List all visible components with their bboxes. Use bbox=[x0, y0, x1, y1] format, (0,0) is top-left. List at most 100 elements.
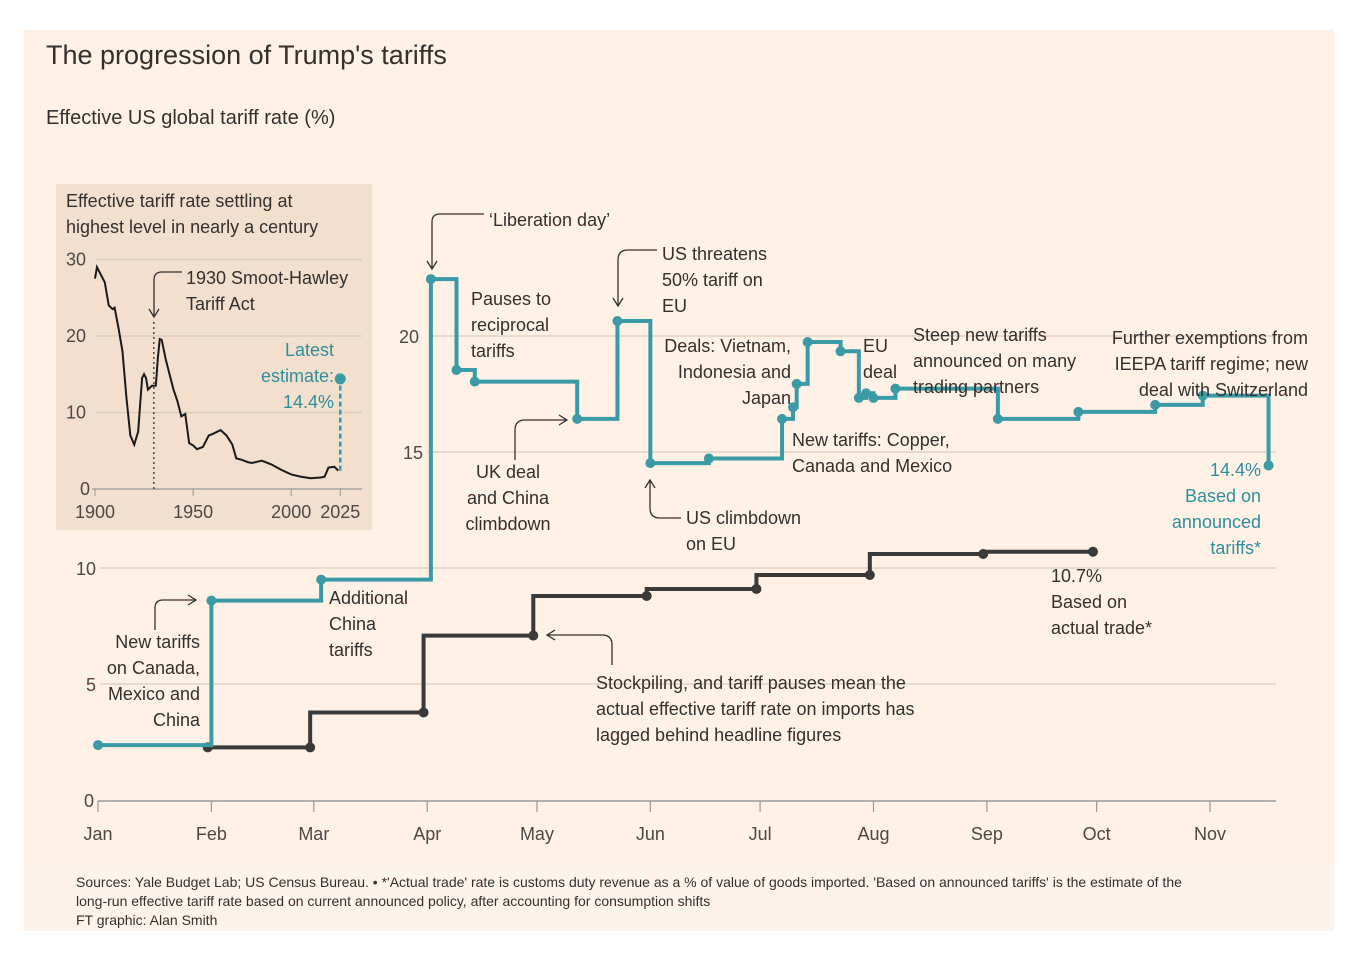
annotation-new-tariffs-canada: China bbox=[153, 710, 201, 730]
arrow-icon bbox=[545, 629, 613, 665]
annotation-pauses: reciprocal bbox=[471, 315, 549, 335]
data-point-announced bbox=[316, 574, 327, 585]
data-point-actual bbox=[1087, 546, 1098, 557]
annotation-steep: announced on many bbox=[913, 351, 1076, 371]
y-tick-label: 15 bbox=[403, 443, 423, 463]
annotation-additional-china: China bbox=[329, 614, 377, 634]
annotation-announced-label: Based on bbox=[1185, 486, 1261, 506]
data-point-announced bbox=[451, 364, 462, 375]
footer: Sources: Yale Budget Lab; US Census Bure… bbox=[76, 874, 1182, 928]
x-tick-label: Mar bbox=[298, 824, 329, 844]
annotation-stockpiling: Stockpiling, and tariff pauses mean the bbox=[596, 673, 906, 693]
annotation-further: Further exemptions from bbox=[1112, 328, 1308, 348]
x-tick-label: Oct bbox=[1083, 824, 1111, 844]
inset-y-tick-label: 20 bbox=[66, 326, 86, 346]
y-tick-label: 5 bbox=[86, 675, 96, 695]
footer-sources: Sources: Yale Budget Lab; US Census Bure… bbox=[76, 874, 1182, 890]
annotation-arrows bbox=[154, 213, 681, 665]
data-point-announced bbox=[853, 392, 864, 403]
data-point-actual bbox=[418, 707, 429, 718]
data-point-announced bbox=[1073, 406, 1084, 417]
annotation-actual-label: actual trade* bbox=[1051, 618, 1152, 638]
annotation-further: deal with Switzerland bbox=[1139, 380, 1308, 400]
inset-background bbox=[56, 184, 372, 530]
annotation-uk-deal: UK deal bbox=[476, 462, 540, 482]
footer-background bbox=[24, 865, 1334, 931]
inset-latest-label: estimate: bbox=[261, 366, 334, 386]
annotation-liberation: ‘Liberation day’ bbox=[489, 210, 610, 230]
arrow-icon bbox=[426, 213, 484, 271]
data-point-actual bbox=[528, 630, 539, 641]
annotation-announced-label: announced bbox=[1172, 512, 1261, 532]
data-point-announced bbox=[835, 346, 846, 357]
annotation-climbdown-eu: on EU bbox=[686, 534, 736, 554]
data-point-announced bbox=[791, 378, 802, 389]
data-point-announced bbox=[861, 388, 872, 399]
annotation-actual-label: 10.7% bbox=[1051, 566, 1102, 586]
main-gridlines bbox=[98, 335, 1276, 802]
data-point-announced bbox=[469, 376, 480, 387]
annotation-additional-china: Additional bbox=[329, 588, 408, 608]
inset-title: Effective tariff rate settling at bbox=[66, 191, 292, 211]
chart-subtitle: Effective US global tariff rate (%) bbox=[46, 107, 335, 129]
inset-y-tick-label: 0 bbox=[80, 479, 90, 499]
chart-title: The progression of Trump's tariffs bbox=[46, 40, 447, 70]
data-point-actual bbox=[978, 549, 989, 560]
footer-note: long-run effective tariff rate based on … bbox=[76, 893, 710, 909]
data-point-announced bbox=[206, 595, 217, 606]
data-point-announced bbox=[777, 413, 788, 424]
arrow-icon bbox=[148, 271, 182, 319]
data-point-announced bbox=[645, 458, 656, 469]
x-tick-label: May bbox=[520, 824, 554, 844]
inset-x-tick-label: 2000 bbox=[271, 502, 311, 522]
x-tick-label: Aug bbox=[857, 824, 889, 844]
y-tick-label: 10 bbox=[76, 559, 96, 579]
annotation-climbdown-eu: US climbdown bbox=[686, 508, 801, 528]
x-tick-label: Jul bbox=[749, 824, 772, 844]
inset-x-tick-label: 2025 bbox=[320, 502, 360, 522]
annotation-additional-china: tariffs bbox=[329, 640, 373, 660]
annotation-new-tariffs-canada: Mexico and bbox=[108, 684, 200, 704]
annotation-actual-label: Based on bbox=[1051, 592, 1127, 612]
data-point-announced bbox=[425, 274, 436, 285]
inset-annotation: Tariff Act bbox=[186, 294, 255, 314]
data-point-announced bbox=[703, 453, 714, 464]
inset-y-tick-label: 30 bbox=[66, 250, 86, 270]
arrow-icon bbox=[612, 249, 657, 308]
annotation-stockpiling: actual effective tariff rate on imports … bbox=[596, 699, 915, 719]
x-tick-label: Jun bbox=[636, 824, 665, 844]
annotation-new-tariffs-canada: on Canada, bbox=[107, 658, 200, 678]
annotation-deals: Indonesia and bbox=[678, 362, 791, 382]
data-point-actual bbox=[751, 583, 762, 594]
x-tick-label: Nov bbox=[1194, 824, 1226, 844]
arrow-icon bbox=[644, 478, 681, 519]
arrow-icon bbox=[514, 414, 569, 460]
annotation-new-tariffs-canada: New tariffs bbox=[115, 632, 200, 652]
annotation-us-threatens: EU bbox=[662, 296, 687, 316]
y-tick-label: 0 bbox=[84, 791, 94, 811]
annotation-deals: Deals: Vietnam, bbox=[664, 336, 791, 356]
annotations: ‘Liberation day’ US threatens 50% tariff o… bbox=[107, 210, 1309, 745]
annotation-pauses: tariffs bbox=[471, 341, 515, 361]
annotation-copper: New tariffs: Copper, bbox=[792, 430, 950, 450]
data-point-announced bbox=[992, 413, 1003, 424]
data-point-actual bbox=[864, 569, 875, 580]
inset-annotation: 1930 Smoot-Hawley bbox=[186, 268, 348, 288]
annotation-uk-deal: and China bbox=[467, 488, 550, 508]
data-point-actual bbox=[305, 742, 316, 753]
inset-latest-label: 14.4% bbox=[283, 392, 334, 412]
annotation-uk-deal: climbdown bbox=[465, 514, 550, 534]
inset-series-line bbox=[94, 264, 339, 480]
inset-title: highest level in nearly a century bbox=[66, 217, 318, 237]
data-point-announced bbox=[1263, 460, 1274, 471]
annotation-announced-label: tariffs* bbox=[1210, 538, 1261, 558]
data-point-announced bbox=[788, 402, 799, 413]
main-plot bbox=[93, 274, 1274, 753]
arrow-icon bbox=[154, 594, 198, 630]
annotation-announced-label: 14.4% bbox=[1210, 460, 1261, 480]
y-tick-labels: 0 5 10 15 20 bbox=[76, 327, 423, 811]
inset-latest-point bbox=[334, 373, 346, 385]
annotation-eu-deal: EU bbox=[863, 336, 888, 356]
inset-x-tick-label: 1900 bbox=[75, 502, 115, 522]
